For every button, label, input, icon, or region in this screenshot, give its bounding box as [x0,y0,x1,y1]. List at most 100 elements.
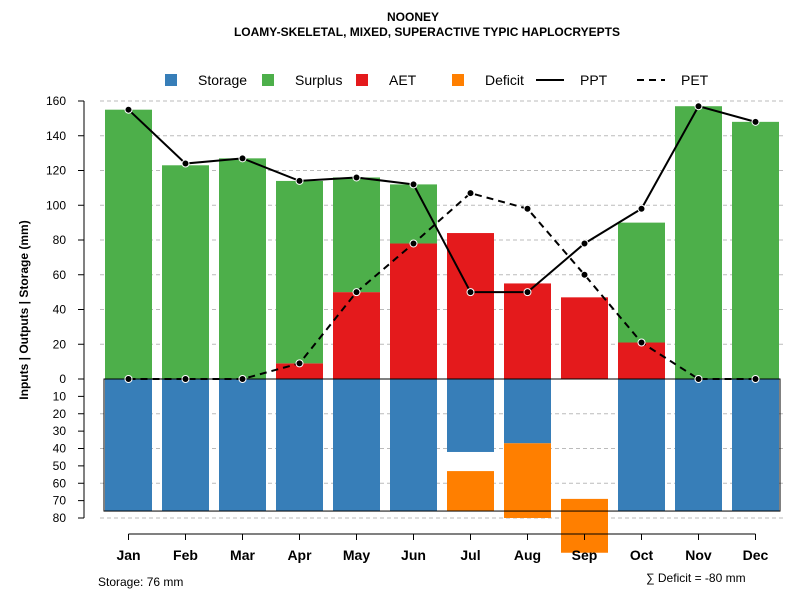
ppt-point [523,288,532,297]
legend-label: PPT [580,72,608,88]
legend-label: Deficit [485,72,524,88]
legend-item: PET [637,72,709,88]
chart-title: NOONEY [387,10,439,24]
storage-bar [732,379,779,512]
y-tick-label: 120 [46,164,66,178]
deficit-bar [504,443,551,518]
series-lines [103,102,781,512]
storage-bar [333,379,380,512]
surplus-bar [675,106,722,380]
axes: 0 20 40 60 80 100 120 140 160 10 20 30 40 50 60 70 80 Jan… [46,94,769,563]
legend-item: Deficit [452,72,524,88]
surplus-bar [732,121,779,379]
storage-bar [447,379,494,452]
legend-swatch [165,74,177,86]
storage-bar [504,379,551,444]
y-tick-label: 40 [53,303,67,317]
y-tick-label: 70 [53,494,67,508]
x-tick-label: Jun [401,547,426,563]
storage-bar [162,379,209,512]
legend-label: Surplus [295,72,342,88]
x-tick-label: Mar [230,547,255,563]
surplus-bar [219,158,266,379]
pet-point [181,375,190,383]
x-tick-label: Jan [116,547,140,563]
legend-swatch [262,74,274,86]
ppt-point [751,117,760,126]
ppt-point [637,204,646,213]
pet-point [523,204,532,213]
deficit-bar [447,471,494,512]
deficit-sum-label: ∑ Deficit = -80 mm [646,571,746,585]
ppt-point [466,288,475,297]
pet-point [409,239,418,248]
legend-swatch [356,74,368,86]
ppt-point [295,176,304,185]
pet-point [295,359,304,368]
deficit-bar [561,498,608,553]
storage-bar [618,379,665,512]
x-tick-label: Feb [173,547,198,563]
aet-bar [333,292,380,379]
ppt-line [127,105,756,294]
storage-bar [276,379,323,512]
ppt-point [352,173,361,182]
storage-bar [105,379,152,512]
legend-label: AET [389,72,417,88]
surplus-bar [618,222,665,343]
y-tick-label: 20 [53,407,67,421]
x-tick-label: May [343,547,370,563]
y-tick-label: 80 [53,511,67,525]
legend-item: AET [356,72,417,88]
y-axis-label: Inputs | Outputs | Storage (mm) [17,220,31,399]
ppt-point [238,154,247,163]
pet-point [751,375,760,383]
pet-point [694,375,703,383]
legend: Storage Surplus AET Deficit PPT PET [165,72,709,88]
x-tick-label: Dec [743,547,769,563]
y-tick-label: 60 [53,268,67,282]
ppt-point [409,180,418,189]
storage-bar [219,379,266,512]
legend-item: Surplus [262,72,342,88]
storage-bar [675,379,722,512]
y-tick-label: 0 [59,372,66,386]
x-tick-label: Nov [685,547,712,563]
legend-label: Storage [198,72,247,88]
ppt-point [580,239,589,248]
ppt-point [124,105,133,114]
y-tick-label: 30 [53,424,67,438]
surplus-bar [162,165,209,379]
x-tick-label: Apr [287,547,312,563]
y-tick-label: 80 [53,233,67,247]
surplus-bar [333,177,380,293]
y-tick-label: 160 [46,94,66,108]
chart-subtitle: LOAMY-SKELETAL, MIXED, SUPERACTIVE TYPIC… [234,25,620,39]
x-tick-label: Oct [630,547,654,563]
ppt-point [181,159,190,168]
legend-item: Storage [165,72,247,88]
pet-point [124,375,133,383]
y-tick-label: 100 [46,198,66,212]
y-tick-label: 40 [53,442,67,456]
x-tick-label: Jul [460,547,480,563]
aet-bar [447,233,494,379]
pet-point [580,270,589,279]
pet-point [466,189,475,198]
y-tick-label: 140 [46,129,66,143]
x-tick-label: Aug [514,547,541,563]
y-tick-label: 20 [53,337,67,351]
y-tick-label: 10 [53,389,67,403]
aet-bar [390,243,437,379]
y-tick-label: 60 [53,476,67,490]
x-tick-label: Sep [572,547,598,563]
pet-point [637,338,646,347]
legend-item: PPT [536,72,608,88]
surplus-bar [105,109,152,379]
storage-label: Storage: 76 mm [98,575,183,589]
bars [105,106,779,553]
aet-bar [504,283,551,379]
storage-bar [390,379,437,512]
pet-point [352,288,361,297]
